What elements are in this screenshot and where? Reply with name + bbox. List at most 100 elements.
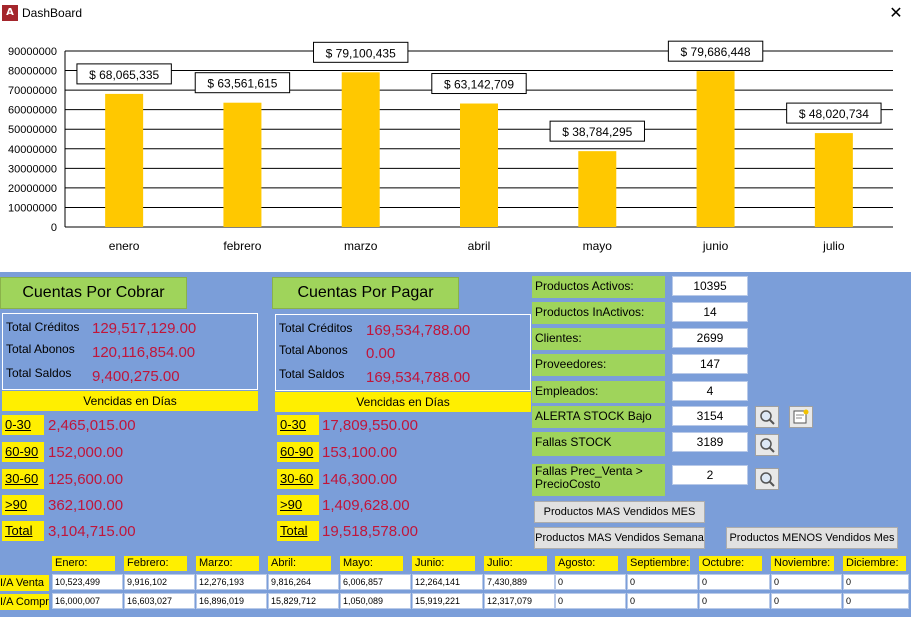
monthly-sales-chart: 0 10000000 20000000 30000000 40000000 5000000… (0, 28, 911, 272)
cobrar-creditos-value: 129,517,129.00 (92, 320, 197, 337)
y-tick-label: 50000000 (8, 124, 57, 136)
title-bar: A DashBoard ✕ (0, 0, 911, 28)
venta-cell-marzo: 12,276,193 (196, 574, 267, 590)
data-label-box (667, 40, 764, 62)
pagar-header: Cuentas Por Pagar (272, 277, 459, 309)
data-label-box (194, 72, 291, 94)
month-header-febrero: Febrero: (124, 556, 187, 571)
compra-cell-octubre: 0 (699, 593, 770, 609)
venta-cell-enero: 10,523,499 (52, 574, 123, 590)
pagar-range-60-90[interactable]: 60-90 (277, 442, 319, 462)
pagar-creditos-value: 169,534,788.00 (366, 322, 471, 339)
data-label-box (313, 41, 409, 63)
productos-menos-vendidos-mes-button[interactable]: Productos MENOS Vendidos Mes (726, 527, 898, 549)
cobrar-abonos-value: 120,116,854.00 (92, 344, 196, 361)
month-header-marzo: Marzo: (196, 556, 259, 571)
compra-cell-enero: 16,000,007 (52, 593, 123, 609)
window-title: DashBoard (22, 6, 83, 20)
productos-mas-vendidos-mes-button[interactable]: Productos MAS Vendidos MES (534, 501, 705, 523)
pagar-totals-box: Total Créditos 169,534,788.00 Total Abon… (275, 314, 531, 391)
y-tick-label: 0 (51, 222, 57, 234)
bar-mayo (578, 151, 617, 227)
x-tick-label: enero (109, 239, 140, 253)
pagar-range-0-30-value: 17,809,550.00 (322, 417, 418, 434)
cobrar-vencidas-header: Vencidas en Días (2, 391, 258, 411)
pagar-range-total[interactable]: Total (277, 521, 319, 541)
month-header-junio: Junio: (412, 556, 475, 571)
cobrar-range-60-90[interactable]: 60-90 (2, 442, 44, 462)
pagar-abonos-value: 0.00 (366, 345, 396, 362)
month-header-octubre: Octubre: (699, 556, 762, 571)
cobrar-range-30-60[interactable]: 30-60 (2, 469, 44, 489)
data-label: $ 79,686,448 (681, 45, 751, 59)
venta-cell-abril: 9,816,264 (268, 574, 339, 590)
pagar-range-30-60-value: 146,300.00 (322, 471, 398, 488)
cobrar-creditos-label: Total Créditos (6, 320, 80, 334)
pagar-saldos-value: 169,534,788.00 (366, 369, 471, 386)
y-tick-label: 80000000 (8, 66, 57, 78)
fallas-stock-search-button[interactable] (755, 434, 779, 456)
y-tick-label: 40000000 (8, 144, 57, 156)
fallas-prec-venta-value: 2 (672, 465, 748, 485)
data-label: $ 79,100,435 (326, 46, 396, 60)
pagar-range-gt90[interactable]: >90 (277, 495, 319, 515)
venta-cell-diciembre: 0 (843, 574, 909, 590)
compra-cell-febrero: 16,603,027 (124, 593, 195, 609)
dashboard-panel: Cuentas Por Cobrar Total Créditos 129,51… (0, 272, 911, 617)
bar-junio (696, 71, 735, 227)
edit-sheet-icon (793, 409, 809, 424)
x-tick-label: marzo (344, 239, 378, 253)
cobrar-saldos-label: Total Saldos (6, 366, 72, 380)
clientes-label: Clientes: (532, 328, 665, 350)
x-tick-label: mayo (583, 239, 613, 253)
y-tick-label: 30000000 (8, 163, 57, 175)
cobrar-range-gt90[interactable]: >90 (2, 495, 44, 515)
cobrar-range-0-30[interactable]: 0-30 (2, 415, 44, 435)
month-header-agosto: Agosto: (555, 556, 618, 571)
y-tick-label: 90000000 (8, 46, 57, 58)
y-tick-label: 60000000 (8, 105, 57, 117)
empleados-value: 4 (672, 381, 748, 401)
close-button[interactable]: ✕ (889, 3, 903, 22)
fallas-stock-label: Fallas STOCK (532, 432, 665, 456)
venta-row-label: I/A Venta (0, 575, 49, 591)
data-label: $ 38,784,295 (562, 125, 632, 139)
proveedores-value: 147 (672, 354, 748, 374)
bar-julio (814, 133, 853, 227)
data-label-box (549, 120, 645, 142)
x-tick-label: abril (468, 239, 491, 253)
pagar-range-60-90-value: 153,100.00 (322, 444, 398, 461)
pagar-range-gt90-value: 1,409,628.00 (322, 497, 410, 514)
y-tick-label: 20000000 (8, 183, 57, 195)
cobrar-totals-box: Total Créditos 129,517,129.00 Total Abon… (2, 313, 258, 390)
fallas-prec-venta-search-button[interactable] (755, 468, 779, 490)
month-header-mayo: Mayo: (340, 556, 403, 571)
pagar-range-total-value: 19,518,578.00 (322, 523, 418, 540)
cobrar-range-0-30-value: 2,465,015.00 (48, 417, 136, 434)
compra-cell-diciembre: 0 (843, 593, 909, 609)
pagar-vencidas-header: Vencidas en Días (275, 392, 531, 412)
compra-cell-marzo: 16,896,019 (196, 593, 267, 609)
data-label-box (76, 63, 172, 85)
alerta-stock-edit-button[interactable] (789, 406, 813, 428)
venta-cell-septiembre: 0 (627, 574, 698, 590)
cobrar-range-total[interactable]: Total (2, 521, 44, 541)
magnifier-icon (760, 438, 775, 453)
productos-mas-vendidos-semana-button[interactable]: Productos MAS Vendidos Semana (534, 527, 705, 549)
pagar-range-0-30[interactable]: 0-30 (277, 415, 319, 435)
venta-cell-febrero: 9,916,102 (124, 574, 195, 590)
venta-cell-agosto: 0 (555, 574, 626, 590)
bar-febrero (223, 102, 262, 227)
fallas-stock-value: 3189 (672, 432, 748, 452)
cobrar-range-30-60-value: 125,600.00 (48, 471, 124, 488)
y-tick-label: 10000000 (8, 202, 57, 214)
cobrar-range-total-value: 3,104,715.00 (48, 523, 136, 540)
y-tick-label: 70000000 (8, 85, 57, 97)
alerta-stock-search-button[interactable] (755, 406, 779, 428)
venta-cell-mayo: 6,006,857 (340, 574, 411, 590)
data-label: $ 48,020,734 (799, 107, 869, 121)
cobrar-abonos-label: Total Abonos (6, 342, 75, 356)
compra-row-label: I/A Compra (0, 594, 49, 610)
alerta-stock-bajo-label: ALERTA STOCK Bajo (532, 406, 665, 428)
pagar-range-30-60[interactable]: 30-60 (277, 469, 319, 489)
